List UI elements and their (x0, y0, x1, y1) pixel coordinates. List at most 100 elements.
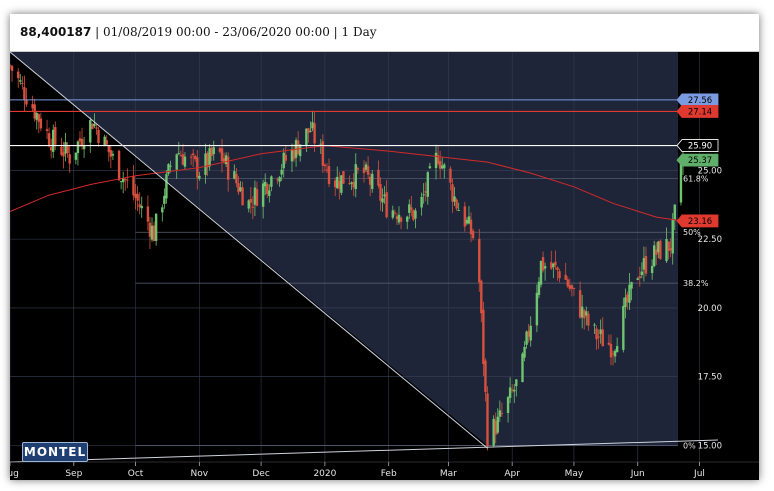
candle-body (62, 152, 65, 157)
candle-body (593, 324, 596, 326)
candle-body (150, 225, 154, 240)
price-tag-label: 25.37 (688, 156, 712, 166)
candle-body (599, 329, 602, 335)
candle-body (469, 219, 473, 235)
price-tag (676, 214, 719, 228)
candle-body (492, 418, 495, 446)
candle-body (17, 71, 20, 79)
candle-body (117, 150, 121, 181)
candle-body (350, 182, 353, 184)
candle-body (397, 214, 401, 223)
candle-body (426, 172, 430, 197)
candle-body (109, 150, 113, 157)
candle-body (124, 178, 127, 180)
candle-body (611, 353, 615, 355)
candle-body (578, 290, 582, 318)
trend-line (10, 439, 719, 463)
candle-body (307, 128, 310, 134)
candle-body (10, 65, 14, 71)
candle-body (354, 164, 357, 190)
y-tick-label: 25.00 (698, 166, 722, 176)
candle-body (342, 171, 345, 184)
candle-body (554, 261, 557, 266)
candle-body (368, 176, 372, 185)
candle-body (428, 166, 432, 169)
candle-body (667, 241, 670, 251)
price-tag (676, 153, 719, 167)
price-tag (676, 139, 719, 152)
candle-body (500, 413, 504, 415)
candle-body (235, 173, 238, 184)
candle-body (679, 164, 683, 203)
price-tag-label: 27.14 (688, 107, 712, 117)
candle-body (183, 156, 187, 167)
candle-body (508, 387, 512, 398)
candle-body (449, 168, 452, 183)
candle-body (154, 213, 158, 241)
trend-line (10, 52, 488, 449)
candle-body (268, 190, 271, 196)
candle-body (665, 239, 668, 262)
candle-body (385, 192, 388, 218)
candle-body (624, 297, 627, 308)
candle-body (251, 206, 255, 208)
candle-body (290, 149, 294, 162)
montel-logo: MONTEL (22, 442, 88, 462)
fib-level-label: 50% (683, 228, 701, 237)
candle-body (266, 183, 269, 194)
candle-body (434, 152, 438, 169)
candle-body (587, 313, 590, 326)
candle-body (103, 136, 106, 147)
candle-body (377, 169, 380, 186)
candle-body (496, 416, 499, 433)
moving-average-line (10, 145, 684, 222)
price-tag (676, 105, 719, 118)
candle-body (264, 181, 267, 187)
candle-body (371, 173, 374, 189)
candle-body (37, 114, 41, 122)
candle-body (210, 147, 213, 157)
candle-body (580, 306, 584, 318)
candle-body (76, 141, 80, 154)
candle-body (558, 271, 561, 279)
candle-body (82, 145, 86, 150)
candle-body (89, 120, 92, 143)
candle-body (412, 210, 415, 220)
x-tick-label: Feb (381, 469, 397, 479)
x-tick-label: Jul (693, 469, 705, 479)
candle-body (107, 145, 110, 153)
price-chart[interactable]: 61.8% 50% 38.2% 0% 15.00 17.50 20.00 22.50 25.0… (10, 52, 759, 480)
candle-body (35, 113, 38, 120)
candle-body (218, 148, 222, 152)
candle-body (652, 245, 656, 267)
candle-body (543, 266, 547, 269)
candle-body (191, 153, 195, 156)
candle-body (327, 166, 331, 185)
candle-body (393, 212, 397, 214)
candle-body (54, 127, 57, 145)
candle-body (333, 180, 337, 188)
candle-body (224, 155, 228, 165)
candle-body (237, 183, 240, 193)
candle-body (521, 353, 524, 383)
candle-body (391, 210, 395, 218)
candle-body (457, 209, 460, 211)
candle-body (669, 248, 672, 251)
x-tick-label: Apr (504, 469, 520, 479)
candle-body (471, 230, 475, 239)
candle-body (529, 325, 532, 341)
candle-body (436, 155, 440, 164)
candle-body (420, 196, 423, 208)
candle-body (655, 249, 658, 255)
candle-body (484, 360, 487, 393)
candle-body (105, 140, 108, 145)
chart-header: 88,400187 | 01/08/2019 00:00 - 23/06/202… (10, 14, 759, 52)
candle-body (282, 152, 285, 169)
candle-body (169, 165, 172, 167)
candle-body (181, 154, 185, 165)
candle-body (630, 282, 633, 289)
candle-body (525, 331, 528, 345)
candle-body (161, 207, 164, 213)
candle-body (167, 164, 170, 174)
candle-body (379, 184, 382, 201)
